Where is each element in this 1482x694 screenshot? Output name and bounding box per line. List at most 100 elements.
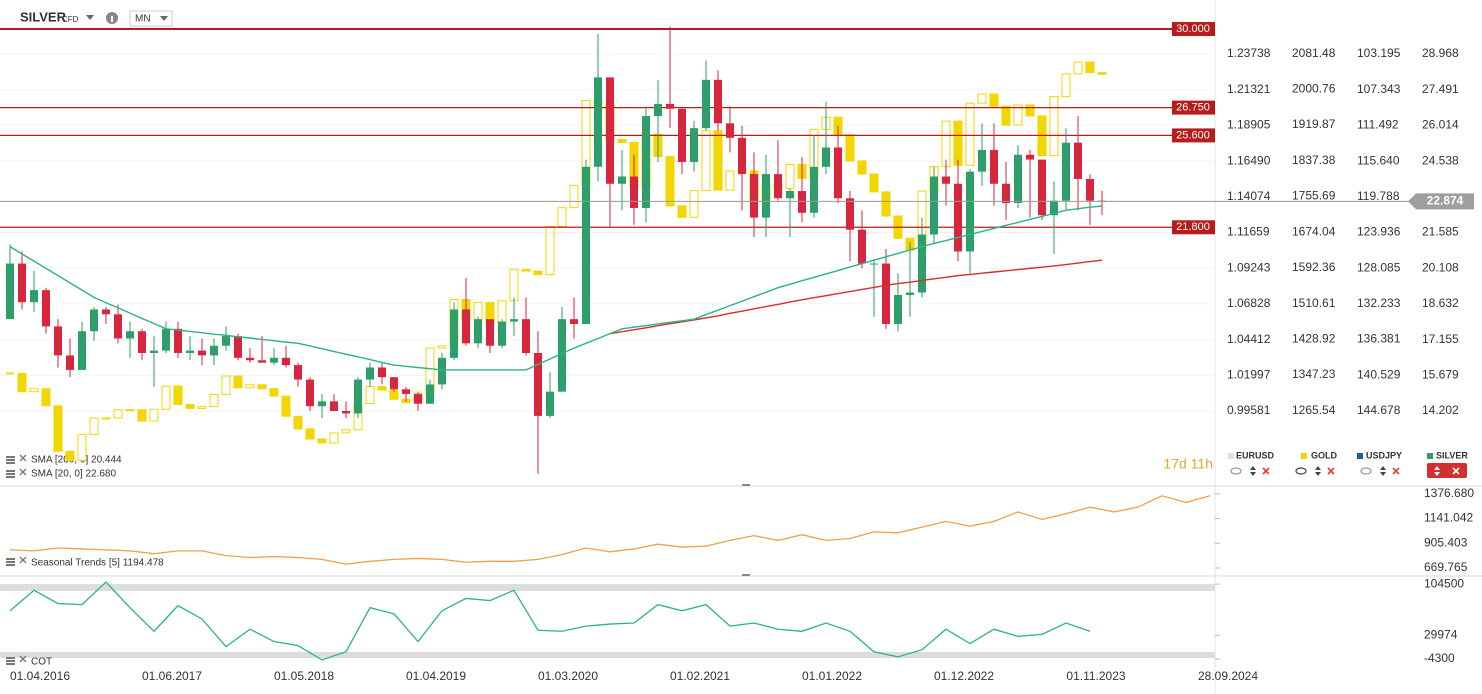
candle-body bbox=[990, 149, 998, 184]
candle-body bbox=[42, 290, 50, 327]
candle-body bbox=[330, 401, 338, 412]
y-tick-label: 132.233 bbox=[1357, 296, 1401, 310]
candle-body bbox=[342, 411, 350, 414]
overlay-candle bbox=[53, 405, 63, 452]
candle-body bbox=[786, 191, 794, 199]
y-tick-label: 24.538 bbox=[1422, 153, 1459, 167]
candle-body bbox=[30, 290, 38, 303]
y-tick-label: 29974 bbox=[1424, 628, 1458, 642]
indicator-legend: SMA [200, 0] 20.444 bbox=[31, 455, 122, 466]
y-tick-label: 27.491 bbox=[1422, 82, 1459, 96]
overlay-candle bbox=[1025, 104, 1035, 117]
overlay-candle bbox=[1049, 96, 1059, 157]
timeframe-dropdown[interactable] bbox=[160, 16, 168, 21]
level-label: 21.800 bbox=[1176, 221, 1210, 233]
y-tick-label: 1837.38 bbox=[1292, 153, 1336, 167]
y-tick-label: 0.99581 bbox=[1227, 403, 1271, 417]
x-tick-label: 01.01.2022 bbox=[802, 669, 862, 683]
candle-body bbox=[90, 309, 98, 332]
y-tick-label: 1.14074 bbox=[1227, 189, 1271, 203]
legend-close-icons[interactable] bbox=[19, 454, 27, 663]
candle-body bbox=[942, 176, 950, 184]
resize-handle[interactable] bbox=[742, 574, 750, 576]
y-tick-label: 136.381 bbox=[1357, 332, 1401, 346]
overlay-candle bbox=[341, 429, 351, 434]
symbol-dropdown[interactable] bbox=[86, 15, 94, 20]
candle-body bbox=[774, 174, 782, 199]
candle-body bbox=[1086, 178, 1094, 201]
legend-icons[interactable] bbox=[6, 456, 15, 665]
timeframe: MN bbox=[135, 14, 151, 25]
overlay-candle bbox=[113, 409, 123, 419]
instrument-name[interactable]: GOLD bbox=[1311, 450, 1337, 460]
instrument-name[interactable]: USDJPY bbox=[1366, 450, 1402, 460]
y-tick-label: 1592.36 bbox=[1292, 260, 1336, 274]
y-tick-label: -4300 bbox=[1424, 651, 1455, 665]
candle-body bbox=[294, 365, 302, 380]
overlay-candle bbox=[1073, 61, 1083, 75]
candle-body bbox=[1074, 142, 1082, 179]
y-tick-label: 1.21321 bbox=[1227, 82, 1271, 96]
overlay-candle bbox=[89, 417, 99, 436]
x-tick-label: 01.04.2016 bbox=[10, 669, 70, 683]
candle-body bbox=[810, 166, 818, 213]
x-tick-label: 01.05.2018 bbox=[274, 669, 334, 683]
resize-handle[interactable] bbox=[742, 484, 750, 486]
info-icon-bar bbox=[111, 16, 113, 22]
candle-body bbox=[258, 360, 266, 363]
candle-body bbox=[870, 263, 878, 265]
cot-legend: COT bbox=[31, 657, 52, 668]
overlay-candle bbox=[365, 386, 375, 405]
y-tick-label: 15.679 bbox=[1422, 367, 1459, 381]
y-tick-label: 1.09243 bbox=[1227, 260, 1271, 274]
candle-body bbox=[750, 174, 758, 218]
y-tick-label: 28.968 bbox=[1422, 46, 1459, 60]
x-tick-label: 01.11.2023 bbox=[1066, 669, 1125, 683]
y-tick-label: 2081.48 bbox=[1292, 46, 1336, 60]
y-tick-label: 14.202 bbox=[1422, 403, 1459, 417]
y-tick-label: 669.765 bbox=[1424, 560, 1468, 574]
sma-line bbox=[609, 259, 1103, 335]
level-label-box bbox=[1172, 220, 1215, 235]
candle-body bbox=[114, 314, 122, 339]
overlay-candle bbox=[857, 160, 867, 175]
candle-body bbox=[474, 319, 482, 344]
candle-body bbox=[546, 391, 554, 416]
candle-body bbox=[78, 331, 86, 370]
candle-body bbox=[522, 319, 530, 353]
overlay-candle bbox=[665, 156, 675, 207]
symbol-title[interactable]: SILVER bbox=[20, 9, 67, 24]
timeframe-select[interactable] bbox=[129, 10, 173, 27]
candle-body bbox=[606, 77, 614, 184]
overlay-candle bbox=[173, 385, 183, 405]
cot-band bbox=[0, 652, 1215, 658]
overlay-candle bbox=[509, 268, 519, 302]
instrument-name[interactable]: EURUSD bbox=[1236, 450, 1275, 460]
instrument-name[interactable]: SILVER bbox=[1436, 450, 1468, 460]
candle-body bbox=[498, 321, 506, 346]
overlay-candle bbox=[377, 386, 387, 391]
overlay-candle bbox=[533, 270, 543, 276]
candle-body bbox=[978, 149, 986, 172]
overlay-candle bbox=[617, 138, 627, 144]
overlay-candle bbox=[557, 207, 567, 227]
overlay-candle bbox=[161, 385, 171, 410]
y-tick-label: 1141.042 bbox=[1424, 511, 1473, 525]
overlay-candle bbox=[689, 190, 699, 218]
overlay-candle bbox=[1013, 104, 1023, 126]
overlay-candle bbox=[521, 268, 531, 272]
active-instrument[interactable] bbox=[1427, 463, 1467, 478]
x-tick-label: 01.12.2022 bbox=[934, 669, 994, 683]
overlay-candle bbox=[545, 225, 555, 276]
overlay-candle bbox=[1001, 105, 1011, 126]
level-label: 26.750 bbox=[1176, 102, 1210, 114]
overlay-candle bbox=[77, 434, 87, 461]
x-tick-label: 01.06.2017 bbox=[142, 669, 202, 683]
overlay-candle bbox=[953, 120, 963, 166]
candle-body bbox=[762, 174, 770, 218]
candle-body bbox=[738, 137, 746, 175]
instrument-legend: EURUSD GOLD USDJPY SILVER bbox=[1228, 450, 1468, 478]
candle-body bbox=[6, 263, 14, 320]
overlay-candle bbox=[197, 406, 207, 409]
overlay-candle bbox=[881, 191, 891, 217]
